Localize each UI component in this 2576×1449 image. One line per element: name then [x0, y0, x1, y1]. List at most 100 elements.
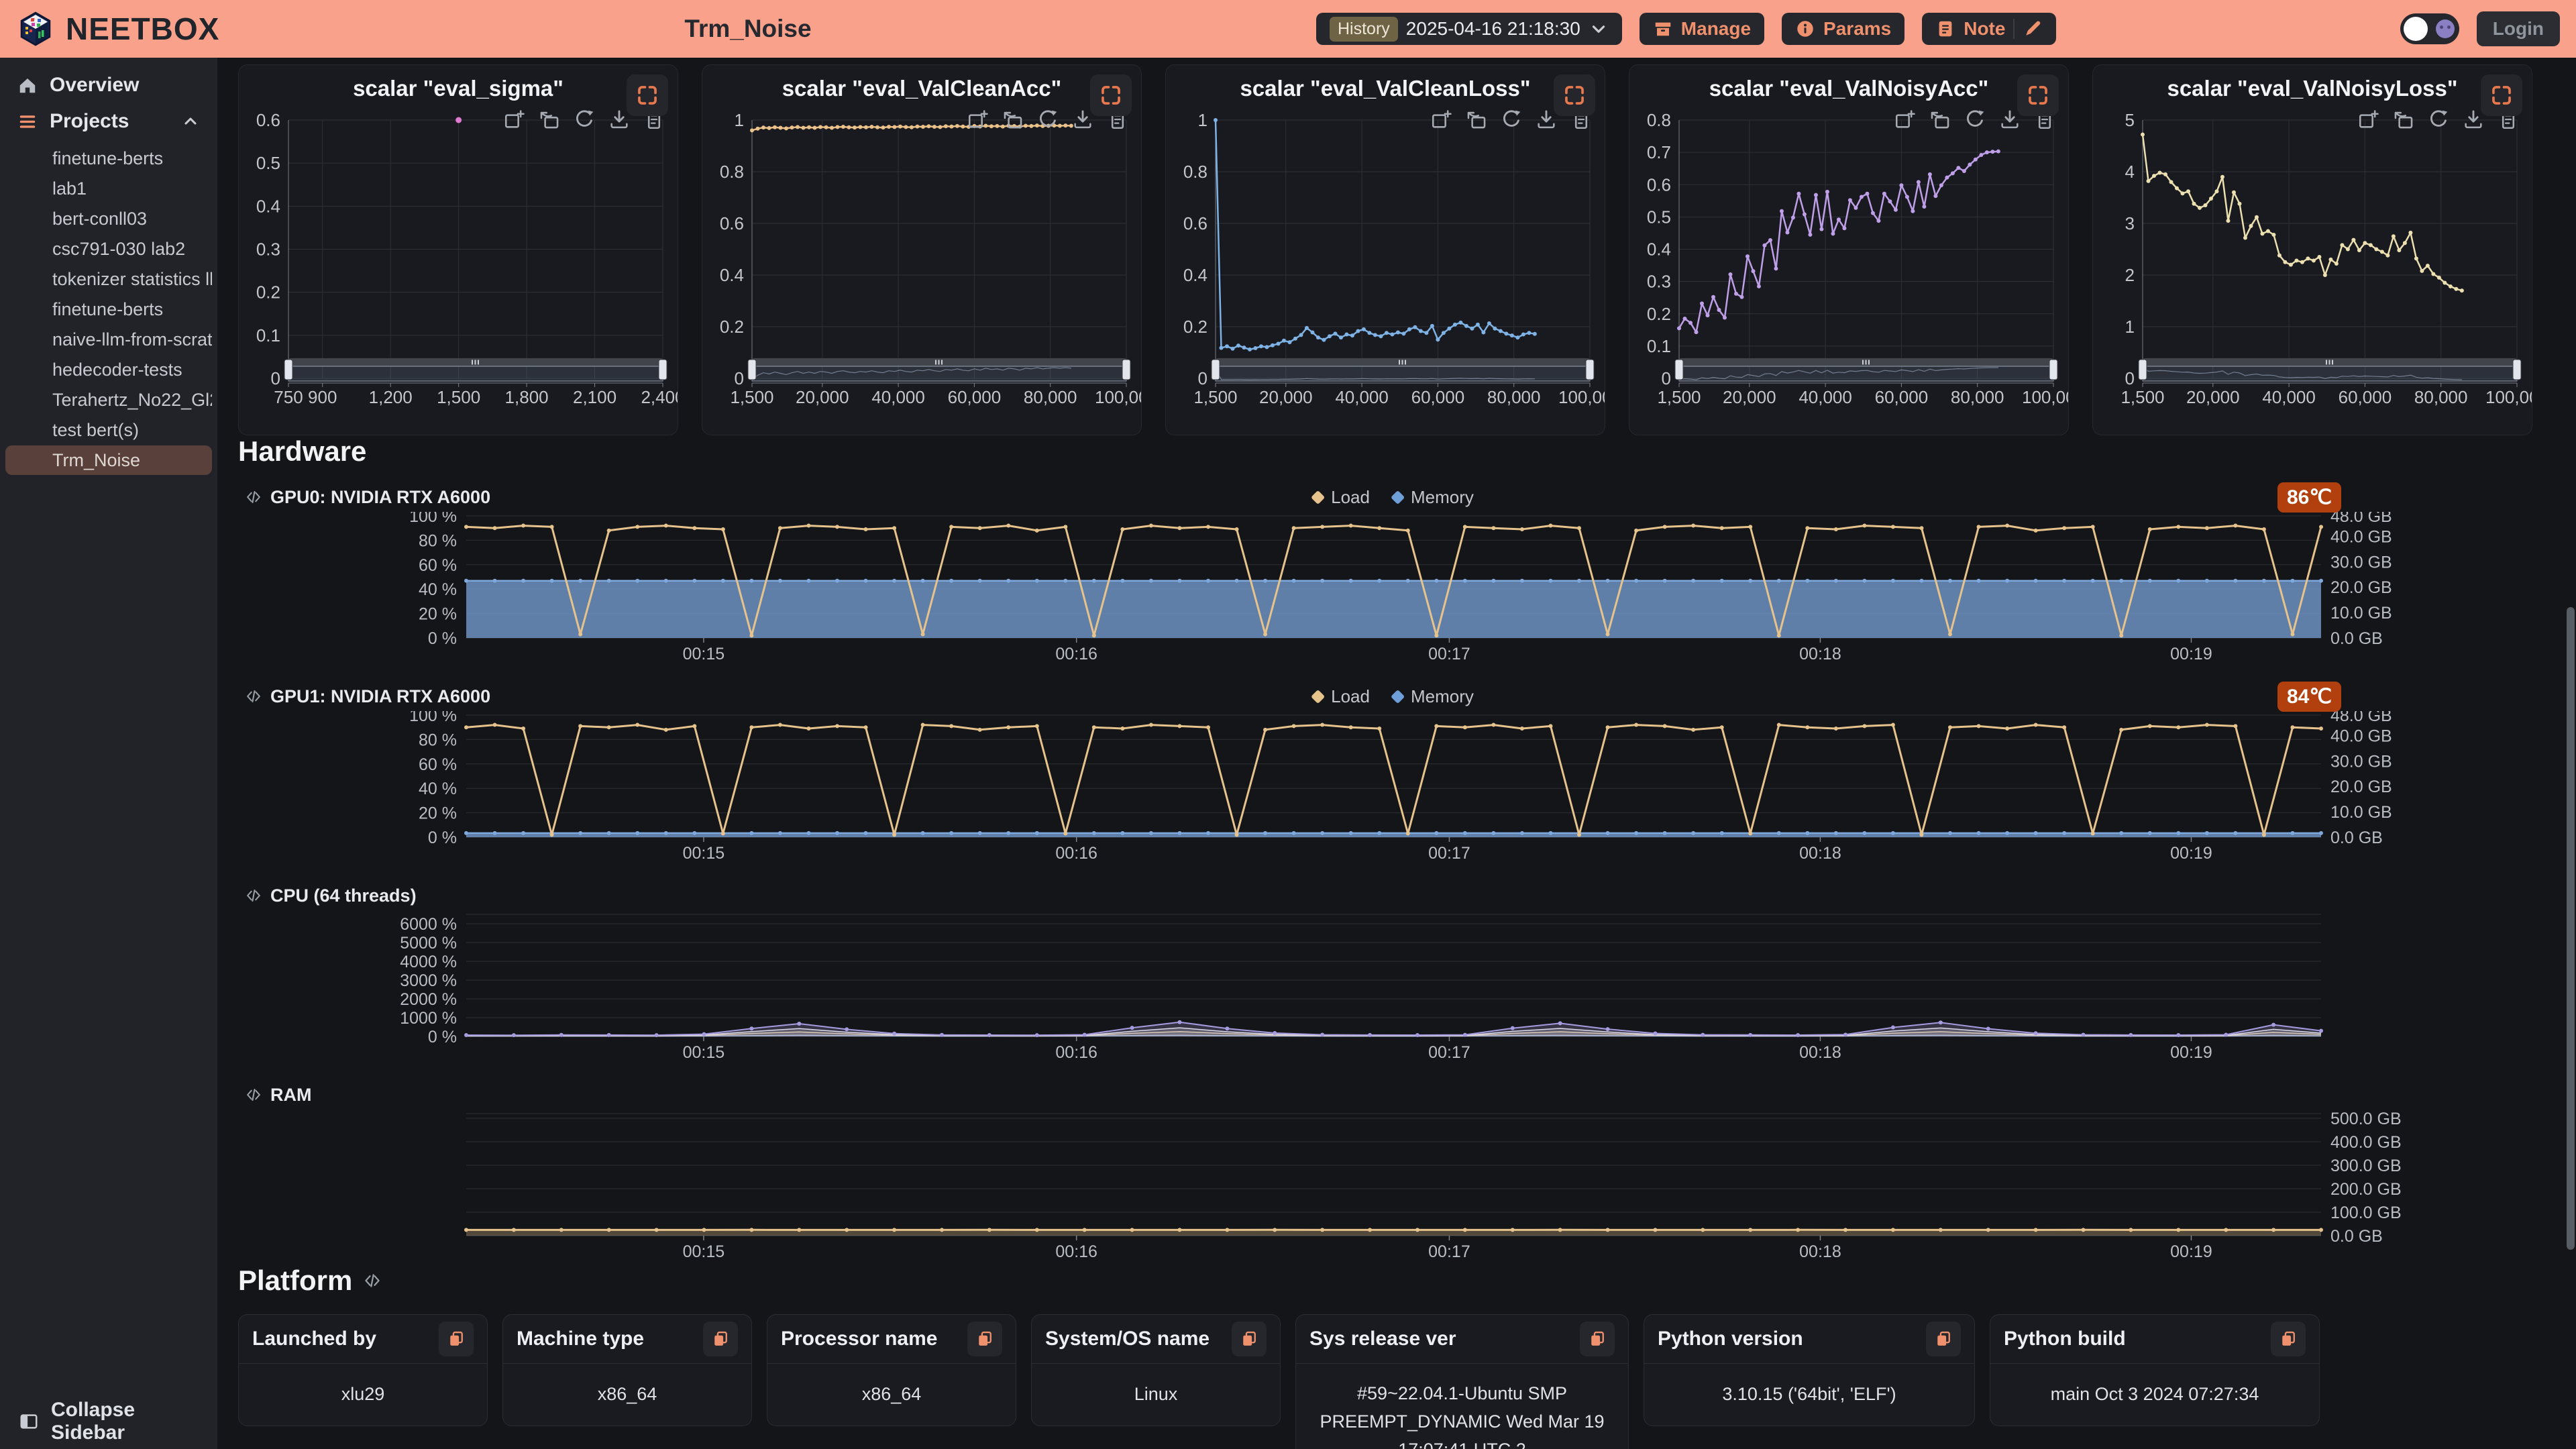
datazoom-handle[interactable] — [2049, 359, 2058, 380]
sidebar-item-terahertz-no22-gl261-gl[interactable]: Terahertz_No22_Gl261_gl… — [52, 389, 212, 410]
page-scrollbar-thumb[interactable] — [2567, 607, 2575, 1250]
datazoom-handle[interactable] — [1211, 359, 1220, 380]
sidebar: Overview Projects finetune-berts lab1 bert… — [0, 58, 217, 1449]
fullscreen-button[interactable] — [627, 74, 668, 116]
refresh-button[interactable] — [1036, 108, 1059, 131]
eval_ValNoisyAcc-chart[interactable]: 0 0.1 0.2 0.3 0.4 0.5 0.6 0.7 0.8 1,500 20,000 40,0… — [1629, 92, 2069, 427]
copy-button[interactable] — [439, 1322, 474, 1356]
copy-button[interactable] — [1232, 1322, 1267, 1356]
gpu0-chart[interactable]: 0 % 20 % 40 % 60 % 80 % 100 % 0.0 GB 10.0 GB 20.… — [238, 507, 2549, 663]
collapse-sidebar-button[interactable]: Collapse Sidebar — [0, 1399, 217, 1444]
download-button[interactable] — [2462, 108, 2485, 131]
svg-text:0.6: 0.6 — [256, 110, 280, 130]
restore-button[interactable] — [1465, 108, 1488, 131]
sidebar-item-bert-conll03[interactable]: bert-conll03 — [52, 208, 148, 229]
eval_ValCleanAcc-chart[interactable]: 0 0.2 0.4 0.6 0.8 1 1,500 20,000 40,000 60,000 80,… — [702, 92, 1142, 427]
history-dropdown[interactable]: History 2025-04-16 21:18:30 — [1316, 13, 1622, 45]
refresh-button[interactable] — [1500, 108, 1523, 131]
restore-button[interactable] — [538, 108, 561, 131]
manage-button[interactable]: Manage — [1639, 13, 1765, 45]
datazoom-handle[interactable] — [658, 359, 667, 380]
sidebar-item-finetune-berts[interactable]: finetune-berts — [52, 299, 164, 319]
sidebar-item-lab1[interactable]: lab1 — [52, 178, 87, 199]
datazoom-slider[interactable] — [1674, 358, 2058, 382]
refresh-button[interactable] — [2427, 108, 2450, 131]
sidebar-item-overview[interactable]: Overview — [0, 67, 217, 103]
area-zoom-button[interactable] — [2357, 108, 2380, 131]
datazoom-slider[interactable] — [284, 358, 667, 382]
copy-button[interactable] — [1926, 1322, 1961, 1356]
eval_ValNoisyLoss-chart[interactable]: 0 1 2 3 4 5 1,500 20,000 40,000 60,000 80,000 100,0… — [2093, 92, 2532, 427]
sidebar-item-hedecoder-tests[interactable]: hedecoder-tests — [52, 359, 182, 380]
datazoom-slider[interactable] — [747, 358, 1131, 382]
fullscreen-button[interactable] — [2481, 74, 2522, 116]
sidebar-item-trm-noise[interactable]: Trm_Noise — [5, 445, 212, 475]
svg-text:5000 %: 5000 % — [400, 934, 457, 953]
manage-label: Manage — [1680, 18, 1752, 39]
datazoom-handle[interactable] — [747, 359, 757, 380]
download-button[interactable] — [608, 108, 631, 131]
legend-label: Load — [1331, 686, 1370, 706]
datazoom-handle[interactable] — [2138, 359, 2147, 380]
refresh-button[interactable] — [573, 108, 596, 131]
svg-text:0.4: 0.4 — [720, 265, 744, 285]
login-button[interactable]: Login — [2476, 11, 2560, 46]
sidebar-item-tokenizer-statistics-llama[interactable]: tokenizer statistics llama… — [52, 268, 212, 289]
legend-load[interactable]: Load — [1311, 487, 1370, 508]
datazoom-handle[interactable] — [2512, 359, 2522, 380]
fullscreen-button[interactable] — [2017, 74, 2059, 116]
download-button[interactable] — [1535, 108, 1558, 131]
legend-memory[interactable]: Memory — [1390, 487, 1474, 508]
download-button[interactable] — [1071, 108, 1094, 131]
area-zoom-button[interactable] — [967, 108, 989, 131]
datazoom-handle[interactable] — [1122, 359, 1131, 380]
copy-button[interactable] — [703, 1322, 738, 1356]
area-zoom-button[interactable] — [1894, 108, 1917, 131]
gpu1-chart[interactable]: 0 % 20 % 40 % 60 % 80 % 100 % 0.0 GB 10.0 GB 20.… — [238, 706, 2549, 863]
restore-button[interactable] — [2392, 108, 2415, 131]
eval_sigma-chart[interactable]: 0 0.1 0.2 0.3 0.4 0.5 0.6 750 900 1,200 1,500 1,800… — [239, 92, 678, 427]
area-zoom-button[interactable] — [1430, 108, 1453, 131]
eval_ValCleanLoss-chart[interactable]: 0 0.2 0.4 0.6 0.8 1 1,500 20,000 40,000 60,000 80,… — [1166, 92, 1605, 427]
datazoom-handle[interactable] — [1585, 359, 1595, 380]
params-button[interactable]: Params — [1782, 13, 1905, 45]
note-label[interactable]: Note — [1964, 18, 2006, 39]
pencil-icon[interactable] — [2023, 19, 2043, 39]
fullscreen-button[interactable] — [1090, 74, 1132, 116]
project-list: finetune-berts lab1 bert-conll03 csc791-030… — [0, 144, 217, 475]
restore-button[interactable] — [1929, 108, 1951, 131]
download-button[interactable] — [1998, 108, 2021, 131]
copy-button[interactable] — [967, 1322, 1002, 1356]
area-zoom-button[interactable] — [503, 108, 526, 131]
sidebar-item-naive-llm-from-scratch[interactable]: naive-llm-from-scratch — [52, 329, 212, 350]
theme-toggle[interactable] — [2400, 13, 2459, 44]
sidebar-item-finetune-berts[interactable]: finetune-berts — [52, 148, 164, 168]
svg-text:48.0 GB: 48.0 GB — [2330, 711, 2392, 725]
sidebar-item-test-bert-s[interactable]: test bert(s) — [52, 419, 140, 440]
sidebar-item-projects[interactable]: Projects — [0, 103, 217, 140]
datazoom-slider[interactable] — [1211, 358, 1595, 382]
svg-text:00:17: 00:17 — [1428, 645, 1470, 663]
home-icon — [19, 78, 36, 93]
chart-legend: Load Memory — [1311, 487, 1474, 508]
legend-load[interactable]: Load — [1311, 686, 1370, 707]
svg-text:900: 900 — [308, 387, 337, 407]
copy-button[interactable] — [1580, 1322, 1615, 1356]
copy-button[interactable] — [2271, 1322, 2306, 1356]
grid — [1678, 119, 2054, 379]
sidebar-item-csc791-030-lab2[interactable]: csc791-030 lab2 — [52, 238, 186, 259]
datazoom-slider[interactable] — [2138, 358, 2522, 382]
restore-button[interactable] — [1002, 108, 1024, 131]
legend-memory[interactable]: Memory — [1390, 686, 1474, 707]
datazoom-handle[interactable] — [1674, 359, 1684, 380]
info-icon — [1795, 19, 1815, 39]
svg-text:0.6: 0.6 — [720, 213, 744, 233]
note-button-group: Note — [1922, 13, 2057, 45]
datazoom-handle[interactable] — [284, 359, 293, 380]
cpu-chart[interactable]: 0 %1000 %2000 %3000 %4000 %5000 %6000 % 0… — [238, 910, 2549, 1062]
ram-chart[interactable]: 0.0 GB 100.0 GB 200.0 GB 300.0 GB 400.0 GB 50… — [238, 1110, 2549, 1261]
svg-text:0: 0 — [1198, 368, 1208, 388]
refresh-button[interactable] — [1964, 108, 1986, 131]
fullscreen-button[interactable] — [1554, 74, 1595, 116]
copy-icon — [979, 1331, 991, 1346]
